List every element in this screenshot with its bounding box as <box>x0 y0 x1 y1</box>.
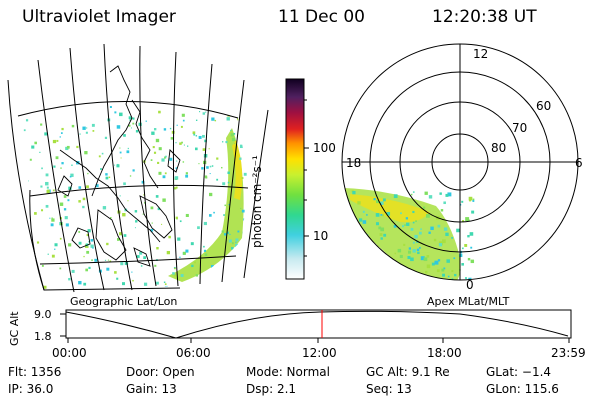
colorbar <box>285 78 309 280</box>
observation-date: 11 Dec 00 <box>278 7 365 27</box>
info-ip: IP: 36.0 <box>8 382 54 396</box>
info-door: Door: Open <box>126 365 195 379</box>
altitude-plot <box>60 309 572 343</box>
time-tick-1200: 12:00 <box>302 346 337 360</box>
time-tick-1800: 18:00 <box>427 346 462 360</box>
mlt-label-0: 0 <box>466 278 474 292</box>
colorbar-unit-label: photon cm⁻²s⁻¹ <box>250 155 264 248</box>
polar-aurora <box>344 188 475 280</box>
coastlines <box>57 65 181 267</box>
altitude-curve <box>65 310 569 339</box>
mlat-label-70: 70 <box>512 121 528 135</box>
mlat-label-60: 60 <box>536 99 552 113</box>
colorbar-tick-100: 100 <box>313 141 336 155</box>
aurora-edge-yellow <box>232 140 243 200</box>
instrument-title: Ultraviolet Imager <box>22 7 176 27</box>
mlt-label-12: 12 <box>473 47 489 61</box>
time-tick-0000: 00:00 <box>52 346 87 360</box>
time-tick-2359: 23:59 <box>551 346 586 360</box>
info-gain: Gain: 13 <box>126 382 177 396</box>
polar-map-caption: Apex MLat/MLT <box>427 295 510 308</box>
altitude-tick-9: 9.0 <box>34 308 52 321</box>
meridians <box>7 43 269 293</box>
info-seq: Seq: 13 <box>366 382 412 396</box>
info-glat: GLat: −1.4 <box>486 365 552 379</box>
info-gc-alt: GC Alt: 9.1 Re <box>366 365 450 379</box>
info-mode: Mode: Normal <box>246 365 330 379</box>
info-glon: GLon: 115.6 <box>486 382 559 396</box>
polar-plot <box>341 43 579 281</box>
observation-time: 12:20:38 UT <box>432 7 537 27</box>
parallels <box>17 101 249 265</box>
mlt-label-6: 6 <box>575 156 583 170</box>
time-tick-0600: 06:00 <box>176 346 211 360</box>
aurora-edge-geo <box>168 128 244 282</box>
altitude-tick-1-8: 1.8 <box>34 330 52 343</box>
mlt-label-18: 18 <box>346 156 362 170</box>
altitude-y-label: GC Alt <box>8 311 21 346</box>
info-dsp: Dsp: 2.1 <box>246 382 297 396</box>
colorbar-tick-10: 10 <box>313 229 329 243</box>
mlat-label-80: 80 <box>491 141 507 155</box>
info-flight: Flt: 1356 <box>8 365 62 379</box>
geo-map-caption: Geographic Lat/Lon <box>70 295 178 308</box>
geographic-map <box>7 43 269 293</box>
